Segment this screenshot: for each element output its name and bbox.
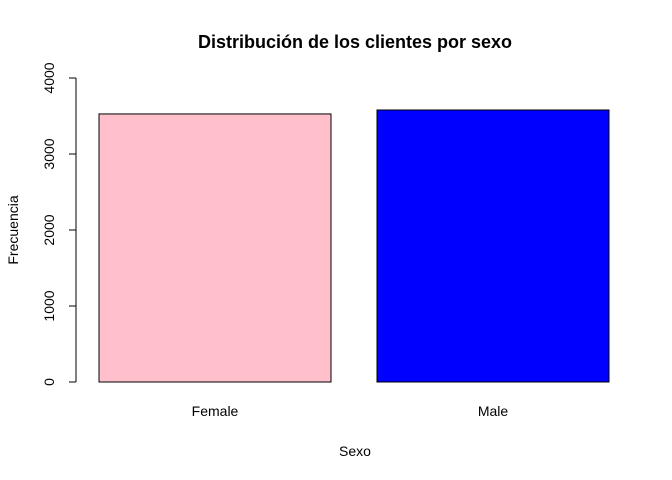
y-tick-label: 0 [41,378,57,386]
y-tick-label: 2000 [41,214,57,245]
x-category-label: Female [192,403,239,419]
x-axis-label: Sexo [339,443,371,459]
y-tick-label: 3000 [41,138,57,169]
y-tick-label: 1000 [41,290,57,321]
chart-title: Distribución de los clientes por sexo [198,32,512,52]
bar-female [98,113,332,383]
x-category-label: Male [478,403,509,419]
y-tick-label: 4000 [41,62,57,93]
bars [98,109,610,383]
y-axis: 0 1000 2000 3000 4000 [41,62,77,386]
bar-male [376,109,610,383]
y-axis-label: Frecuencia [5,195,21,264]
x-category-labels: Female Male [192,403,509,419]
